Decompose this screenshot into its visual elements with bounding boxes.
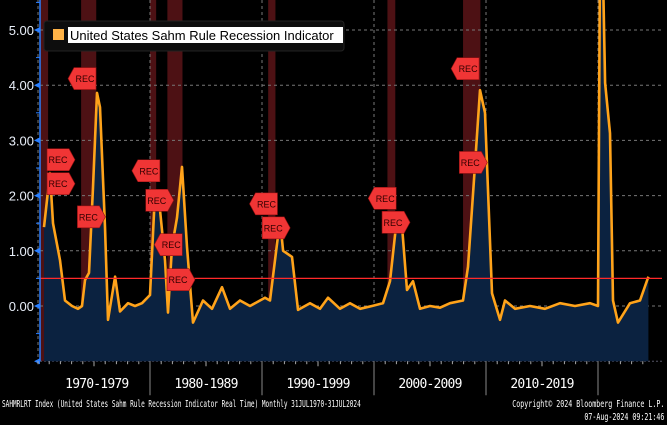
rec-marker-label: REC	[459, 64, 479, 74]
x-category-label: 2010-2019	[510, 377, 573, 392]
y-tick-label: 1.00	[9, 244, 34, 259]
rec-marker-label: REC	[384, 218, 404, 228]
rec-marker-shape	[145, 188, 175, 212]
rec-marker-shape	[77, 205, 106, 229]
rec-marker-label: REC	[147, 196, 167, 206]
x-category-label: 1970-1979	[65, 377, 128, 392]
rec-marker: REC	[77, 205, 106, 229]
legend: United States Sahm Rule Recession Indica…	[43, 20, 345, 52]
rec-marker-label: REC	[461, 158, 481, 168]
rec-marker: REC	[46, 148, 76, 172]
legend-swatch	[53, 29, 64, 40]
y-tick-marker	[34, 82, 40, 89]
rec-marker-label: REC	[76, 74, 96, 84]
rec-marker-shape	[261, 216, 291, 240]
y-tick-label: 5.00	[9, 23, 34, 38]
y-tick-marker	[34, 247, 40, 254]
rec-marker: REC	[367, 187, 397, 210]
legend-label: United States Sahm Rule Recession Indica…	[70, 28, 334, 43]
rec-marker-label: REC	[162, 240, 182, 250]
rec-marker: REC	[131, 159, 161, 183]
rec-marker-label: REC	[48, 179, 68, 189]
rec-marker: REC	[450, 57, 480, 80]
rec-marker-label: REC	[139, 166, 159, 176]
rec-marker: REC	[166, 268, 196, 292]
rec-marker-label: REC	[376, 194, 396, 204]
x-category-label: 1990-1999	[286, 377, 349, 392]
y-tick-label: 3.00	[9, 133, 34, 148]
rec-marker-label: REC	[79, 212, 99, 222]
rec-marker-shape	[381, 211, 411, 234]
rec-marker: REC	[249, 192, 278, 216]
series-area	[44, 0, 649, 362]
y-tick-marker	[34, 27, 40, 33]
footer-source: SAHMRLRT Index (United States Sahm Rule …	[2, 399, 361, 410]
rec-marker-label: REC	[257, 199, 277, 209]
rec-marker-shape	[249, 192, 278, 216]
y-tick-label: 0.00	[9, 299, 34, 314]
rec-marker: REC	[46, 172, 76, 196]
y-tick-marker	[34, 137, 40, 144]
rec-marker: REC	[67, 67, 97, 90]
footer-timestamp: 07-Aug-2024 09:21:46	[583, 412, 664, 423]
series-line	[42, 0, 650, 324]
rec-marker-shape	[153, 233, 183, 256]
recession-band	[40, 0, 49, 362]
rec-marker: REC	[381, 211, 411, 234]
rec-marker-shape	[46, 148, 76, 172]
y-axis-bottom-marker	[34, 358, 40, 365]
rec-marker: REC	[459, 151, 488, 174]
y-tick-marker	[34, 192, 40, 199]
rec-marker: REC	[153, 233, 183, 256]
rec-marker-label: REC	[48, 155, 68, 165]
y-tick-label: 4.00	[9, 78, 34, 93]
rec-marker-shape	[367, 187, 397, 210]
legend-label-bg	[68, 27, 343, 43]
x-category-label: 1980-1989	[174, 377, 237, 392]
rec-marker: REC	[261, 216, 291, 240]
rec-marker-label: REC	[264, 223, 284, 233]
rec-marker-shape	[131, 159, 161, 183]
rec-marker-shape	[46, 172, 76, 196]
rec-marker-shape	[67, 67, 97, 90]
rec-marker-shape	[166, 268, 196, 292]
rec-marker: REC	[145, 188, 175, 212]
recession-band	[268, 0, 276, 362]
y-tick-label: 2.00	[9, 189, 34, 204]
rec-marker-shape	[450, 57, 480, 80]
recession-band	[387, 0, 396, 362]
x-category-label: 2000-2009	[398, 377, 461, 392]
rec-marker-label: REC	[168, 275, 188, 285]
footer-copyright: Copyright© 2024 Bloomberg Finance L.P.	[511, 399, 664, 410]
y-tick-marker	[34, 303, 40, 309]
rec-marker-shape	[459, 151, 488, 174]
